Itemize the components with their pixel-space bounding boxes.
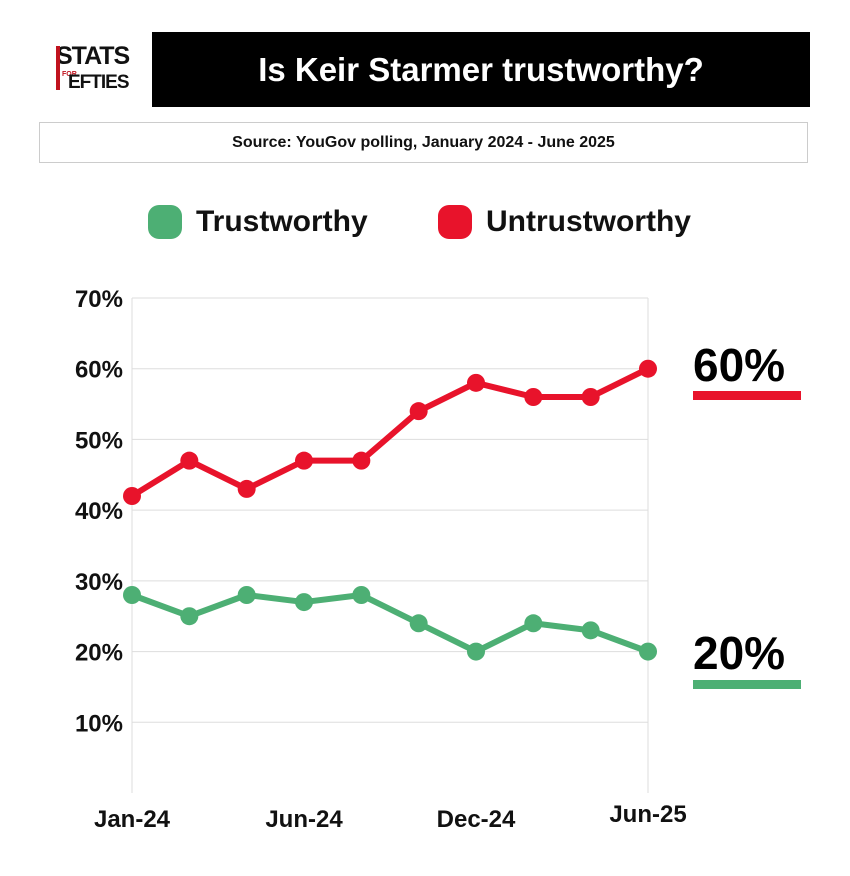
x-tick-label: Jan-24: [94, 806, 171, 833]
data-point-untrustworthy: [180, 451, 199, 470]
data-point-untrustworthy: [581, 388, 600, 406]
data-point-trustworthy: [639, 642, 657, 661]
data-point-untrustworthy: [409, 402, 428, 421]
logo-red-bar: [56, 46, 60, 90]
legend-label-trustworthy: Trustworthy: [196, 205, 368, 238]
data-point-untrustworthy: [123, 487, 141, 505]
data-point-trustworthy: [237, 586, 256, 604]
data-point-trustworthy: [123, 586, 141, 604]
y-tick-label: 10%: [75, 710, 123, 737]
y-tick-label: 40%: [75, 498, 123, 525]
logo-text-small: FOR: [62, 71, 77, 78]
data-point-trustworthy: [180, 607, 199, 626]
end-bar-untrustworthy: [693, 391, 801, 400]
data-point-untrustworthy: [524, 388, 543, 406]
y-tick-label: 70%: [75, 286, 123, 313]
legend-swatch-trustworthy: [148, 205, 182, 239]
data-point-trustworthy: [524, 614, 543, 633]
data-point-untrustworthy: [352, 451, 371, 470]
legend-swatch-untrustworthy: [438, 205, 472, 239]
end-label-trustworthy: 20%: [693, 627, 786, 679]
data-point-trustworthy: [581, 621, 600, 640]
x-tick-label: Jun-24: [265, 806, 343, 833]
data-point-trustworthy: [467, 642, 485, 661]
data-point-untrustworthy: [639, 359, 657, 378]
legend-label-untrustworthy: Untrustworthy: [486, 205, 691, 238]
legend-item-trustworthy: Trustworthy: [148, 205, 368, 239]
data-point-untrustworthy: [237, 479, 256, 498]
series-line-untrustworthy: [129, 365, 651, 499]
end-bar-trustworthy: [693, 680, 801, 689]
stats-for-lefties-logo: STATS FOR EFTIES: [56, 42, 130, 94]
y-tick-label: 50%: [75, 427, 123, 454]
x-tick-label: Dec-24: [437, 806, 516, 833]
y-tick-label: 30%: [75, 569, 123, 596]
series-line-trustworthy: [129, 592, 651, 655]
y-tick-label: 60%: [75, 357, 123, 384]
logo-text-bottom: EFTIES: [68, 72, 130, 93]
y-tick-label: 20%: [75, 640, 123, 667]
end-label-untrustworthy: 60%: [693, 339, 786, 391]
data-point-untrustworthy: [467, 373, 485, 392]
logo-text-top: STATS: [56, 42, 130, 70]
data-point-trustworthy: [352, 586, 371, 604]
source-note: Source: YouGov polling, January 2024 - J…: [39, 122, 808, 163]
data-point-trustworthy: [295, 593, 313, 612]
data-point-untrustworthy: [295, 451, 313, 470]
x-tick-label: Jun-25: [609, 801, 686, 828]
chart-title: Is Keir Starmer trustworthy?: [152, 32, 810, 107]
data-point-trustworthy: [409, 614, 428, 633]
legend-item-untrustworthy: Untrustworthy: [438, 205, 691, 239]
